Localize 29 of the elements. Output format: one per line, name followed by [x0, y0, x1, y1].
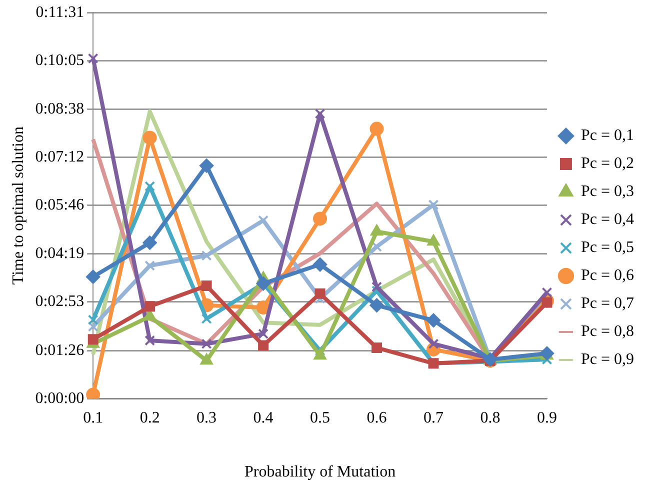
x-tick-label: 0.2 — [140, 409, 160, 426]
x-tick-label: 0.7 — [424, 409, 444, 426]
legend-label: Pc = 0,7 — [580, 295, 634, 312]
y-tick-label: 0:05:46 — [35, 196, 84, 214]
y-axis-title: Time to optimal solution — [10, 126, 27, 285]
y-tick-label: 0:01:26 — [35, 342, 84, 359]
x-tick-label: 0.1 — [83, 409, 104, 426]
legend-label: Pc = 0,6 — [580, 267, 634, 284]
y-tick-label: 0:10:05 — [35, 52, 84, 69]
y-tick-label: 0:02:53 — [35, 293, 84, 310]
y-tick-label: 0:08:38 — [35, 100, 84, 118]
x-tick-label: 0.5 — [310, 409, 330, 426]
x-tick-label: 0.6 — [366, 409, 387, 426]
legend-label: Pc = 0,2 — [580, 155, 634, 172]
legend-label: Pc = 0,5 — [580, 239, 634, 256]
legend-label: Pc = 0,4 — [580, 211, 634, 228]
x-tick-label: 0.9 — [536, 409, 557, 426]
y-tick-label: 0:04:19 — [35, 245, 84, 262]
legend-label: Pc = 0,1 — [580, 127, 634, 144]
x-axis-title: Probability of Mutation — [244, 464, 396, 481]
legend-label: Pc = 0,9 — [580, 351, 634, 368]
legend-label: Pc = 0,3 — [580, 183, 634, 200]
x-tick-label: 0.8 — [480, 409, 500, 426]
x-tick-label: 0.3 — [196, 409, 217, 426]
y-tick-label: 0:07:12 — [35, 148, 84, 166]
y-tick-label: 0:00:00 — [35, 390, 84, 407]
x-tick-label: 0.4 — [253, 409, 274, 426]
y-tick-label: 0:11:31 — [36, 4, 84, 21]
legend-label: Pc = 0,8 — [580, 323, 634, 340]
